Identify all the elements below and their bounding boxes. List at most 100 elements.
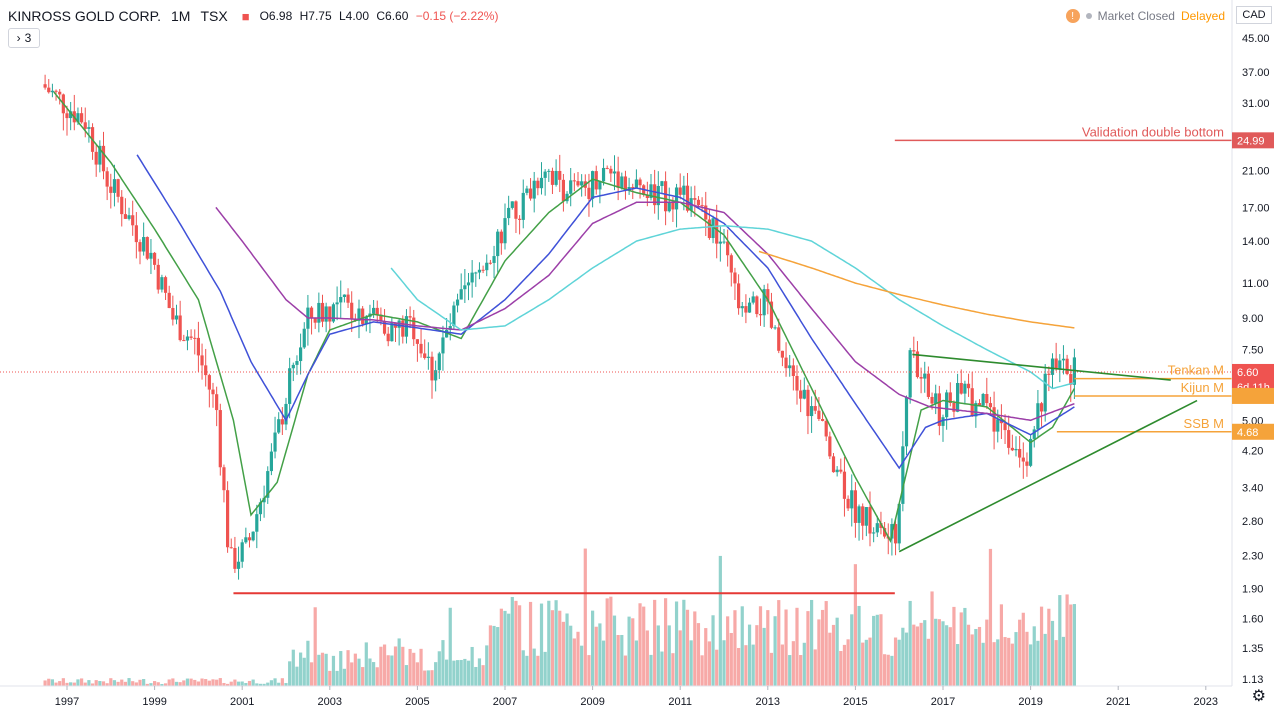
volume-bar xyxy=(572,638,576,686)
volume-bar xyxy=(240,681,244,686)
symbol-name[interactable]: KINROSS GOLD CORP. xyxy=(8,8,162,24)
candle-body xyxy=(163,277,168,293)
candle-body xyxy=(1036,403,1040,430)
drawing-tools[interactable]: Validation double bottom Tenkan M Kijun M S… xyxy=(0,124,1232,595)
price-tick-label: 45.00 xyxy=(1242,33,1270,45)
volume-bar xyxy=(211,679,215,686)
candle-body xyxy=(142,237,146,252)
volume-bar xyxy=(142,679,146,686)
volume-bar xyxy=(883,654,887,686)
volume-bar xyxy=(518,605,522,686)
volume-bar xyxy=(700,655,704,686)
volume-bar xyxy=(682,599,686,686)
candle-body xyxy=(386,333,390,342)
volume-bar xyxy=(149,683,153,686)
volume-bar xyxy=(671,653,675,686)
candle-body xyxy=(357,308,361,321)
candle-body xyxy=(76,113,80,123)
volume-bar xyxy=(65,682,69,686)
volume-bar xyxy=(488,625,492,686)
candle-body xyxy=(631,187,635,189)
candle-body xyxy=(1029,438,1033,466)
volume-bar xyxy=(379,646,383,686)
candle-body xyxy=(98,145,102,165)
volume-bar xyxy=(846,639,850,686)
candle-body xyxy=(145,237,149,259)
volume-bar xyxy=(864,639,868,686)
candle-body xyxy=(218,410,222,468)
volume-bar xyxy=(112,680,117,686)
timeframe[interactable]: 1M xyxy=(171,8,191,24)
volume-bar xyxy=(689,640,693,686)
candle-body xyxy=(1061,358,1066,361)
candle-body xyxy=(777,327,781,351)
candle-body xyxy=(722,241,726,243)
volume-bar xyxy=(948,627,952,686)
candle-body xyxy=(634,179,638,188)
volume-bar xyxy=(543,651,547,686)
volume-bar xyxy=(200,678,204,686)
horizontal-line-label: Kijun M xyxy=(1181,380,1224,395)
volume-bar xyxy=(594,626,598,686)
volume-bar xyxy=(167,679,171,686)
volume-bar xyxy=(1061,636,1066,686)
candle-body xyxy=(342,294,346,297)
candle-body xyxy=(766,289,770,302)
volume-bar xyxy=(536,655,540,686)
candle-body xyxy=(251,531,255,541)
candle-body xyxy=(733,272,737,284)
volume-bar xyxy=(591,610,595,686)
price-axis[interactable]: 45.0037.0031.0025.0021.0017.0014.0011.00… xyxy=(1231,0,1274,686)
volume-bar xyxy=(1069,604,1073,686)
volume-bar xyxy=(123,681,127,686)
volume-bar xyxy=(382,644,387,686)
volume-bar xyxy=(1021,612,1025,686)
moving-average-line xyxy=(390,224,1075,390)
volume-bar xyxy=(364,642,368,686)
volume-bar xyxy=(423,670,427,686)
volume-bar xyxy=(273,678,277,686)
candle-body xyxy=(711,218,715,238)
time-tick-label: 1997 xyxy=(55,696,79,708)
info-icon[interactable]: ! xyxy=(1065,9,1080,23)
volume-bar xyxy=(218,678,222,686)
volume-bar xyxy=(966,624,971,686)
indicators-toggle-button[interactable]: › 3 xyxy=(8,28,40,48)
candle-body xyxy=(532,180,536,199)
candle-body xyxy=(291,364,295,369)
candle-body xyxy=(547,170,551,172)
volume-bar xyxy=(1050,620,1055,686)
candle-body xyxy=(802,389,806,399)
gear-icon[interactable]: ⚙ xyxy=(1251,688,1266,705)
candle-body xyxy=(850,490,854,509)
time-axis[interactable]: 1997 1999 2001 2003 2005 2007 2009 2011 2013 2015… xyxy=(0,685,1232,708)
volume-bar xyxy=(985,619,989,686)
candle-body xyxy=(481,269,485,271)
volume-bar xyxy=(959,612,963,686)
volume-bar xyxy=(791,641,795,686)
time-tick-label: 2011 xyxy=(668,696,692,708)
candle-body xyxy=(1007,430,1011,448)
volume-bar xyxy=(956,644,960,686)
volume-bar xyxy=(737,647,741,686)
candle-body xyxy=(810,406,814,417)
volume-bar xyxy=(236,681,241,686)
candle-body xyxy=(452,305,456,327)
candle-body xyxy=(87,127,91,129)
candle-body xyxy=(678,187,682,195)
volume-bar xyxy=(704,628,708,686)
alert-icon[interactable]: ■ xyxy=(241,8,250,24)
volume-bar xyxy=(94,680,98,686)
price-tick-label: 37.00 xyxy=(1242,67,1270,79)
volume-bar xyxy=(69,682,73,686)
candle-body xyxy=(43,84,47,88)
volume-bar xyxy=(696,623,701,686)
price-tick-label: 1.35 xyxy=(1242,643,1263,655)
candle-body xyxy=(561,179,565,202)
volume-bar xyxy=(258,683,263,686)
candle-body xyxy=(1010,447,1014,451)
volume-bar xyxy=(711,615,715,686)
currency-selector[interactable]: CAD xyxy=(1236,6,1272,24)
candle-body xyxy=(667,202,671,212)
